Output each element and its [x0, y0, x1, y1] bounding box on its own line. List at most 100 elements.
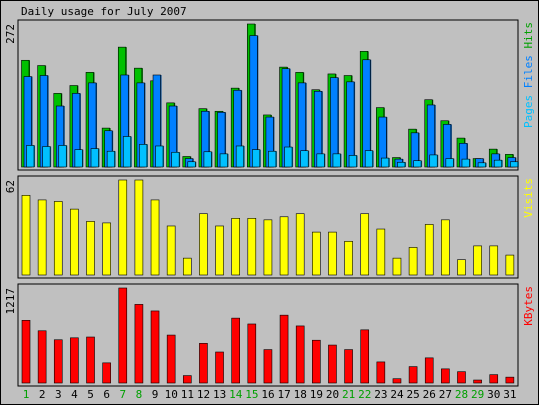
x-tick-day-10: 10	[165, 388, 178, 401]
x-tick-day-12: 12	[197, 388, 210, 401]
bar-pages-day-11	[187, 161, 196, 168]
bar-kbytes-day-31	[505, 376, 515, 384]
x-tick-day-5: 5	[87, 388, 94, 401]
x-tick-day-27: 27	[439, 388, 452, 401]
bar-visits-day-18	[295, 213, 305, 276]
x-tick-day-18: 18	[294, 388, 307, 401]
legend-part: Pages	[522, 95, 535, 128]
legend-part: /	[522, 88, 535, 95]
bar-kbytes-day-14	[231, 317, 240, 384]
bar-kbytes-day-20	[328, 344, 337, 384]
legend-part: Hits	[522, 22, 535, 49]
panel-legend-label: Visits	[522, 178, 535, 218]
bar-kbytes-day-26	[424, 357, 434, 384]
bar-kbytes-day-11	[182, 375, 192, 384]
bar-kbytes-day-9	[150, 310, 160, 384]
bar-visits-day-29	[473, 245, 482, 276]
x-tick-day-7: 7	[120, 388, 127, 401]
bar-kbytes-day-18	[295, 325, 305, 384]
bar-pages-day-19	[316, 153, 325, 168]
bar-pages-day-12	[203, 151, 212, 168]
bar-kbytes-day-25	[408, 366, 418, 384]
bar-visits-day-8	[134, 179, 144, 276]
bar-visits-day-6	[102, 222, 111, 276]
chart-title: Daily usage for July 2007	[21, 5, 187, 18]
bar-pages-day-20	[332, 153, 341, 168]
x-tick-day-11: 11	[181, 388, 194, 401]
x-tick-day-1: 1	[23, 388, 30, 401]
bar-kbytes-day-27	[441, 368, 450, 384]
bar-kbytes-day-21	[344, 349, 353, 384]
bar-kbytes-day-28	[457, 371, 466, 384]
bar-kbytes-day-3	[53, 339, 63, 384]
x-tick-day-14: 14	[229, 388, 243, 401]
x-tick-day-31: 31	[503, 388, 516, 401]
bar-kbytes-day-22	[360, 329, 370, 384]
bar-pages-day-4	[74, 149, 83, 168]
x-tick-day-20: 20	[326, 388, 339, 401]
bar-visits-day-23	[376, 228, 386, 276]
bar-pages-day-6	[106, 150, 115, 168]
x-tick-day-13: 13	[213, 388, 226, 401]
bar-pages-day-7	[122, 136, 132, 168]
bar-visits-day-20	[328, 231, 337, 276]
bar-pages-day-1	[26, 145, 35, 168]
bar-pages-day-5	[90, 148, 99, 168]
bar-visits-day-7	[118, 179, 128, 276]
bar-visits-day-10	[166, 225, 176, 276]
legend-part: /	[522, 49, 535, 56]
bar-pages-day-2	[42, 146, 51, 168]
bar-pages-day-30	[493, 159, 503, 168]
x-tick-day-16: 16	[261, 388, 274, 401]
x-tick-day-3: 3	[55, 388, 62, 401]
x-tick-day-26: 26	[423, 388, 436, 401]
x-tick-day-29: 29	[471, 388, 484, 401]
bar-kbytes-day-10	[166, 334, 176, 384]
bar-visits-day-27	[441, 219, 450, 276]
panel-max-label: 62	[4, 180, 17, 193]
bar-visits-day-21	[344, 240, 353, 276]
bar-visits-day-26	[424, 224, 434, 276]
x-tick-day-21: 21	[342, 388, 355, 401]
bar-visits-day-16	[263, 219, 273, 276]
bar-kbytes-day-5	[86, 336, 95, 384]
bar-visits-day-5	[86, 221, 95, 276]
bar-pages-day-10	[171, 151, 180, 168]
bar-kbytes-day-24	[392, 378, 402, 384]
bar-visits-day-11	[182, 257, 192, 276]
x-tick-day-30: 30	[487, 388, 500, 401]
bar-pages-day-18	[300, 150, 309, 168]
bar-pages-day-25	[413, 160, 422, 168]
x-tick-day-28: 28	[455, 388, 468, 401]
bar-visits-day-19	[312, 231, 321, 276]
bar-pages-day-22	[364, 150, 374, 168]
x-tick-day-17: 17	[278, 388, 291, 401]
x-axis-labels: 1 2 3 4 5 6 7 8 9 10 11 12 13 14 15 16 17 18 19 20 21 22 23 24 2…	[23, 388, 517, 401]
bar-pages-day-17	[284, 146, 293, 168]
x-tick-day-6: 6	[103, 388, 110, 401]
panel-max-label: 1217	[4, 288, 17, 315]
bar-visits-day-4	[70, 208, 79, 276]
x-tick-day-15: 15	[245, 388, 258, 401]
x-tick-day-23: 23	[374, 388, 387, 401]
x-tick-day-24: 24	[390, 388, 404, 401]
bar-kbytes-day-17	[279, 314, 289, 384]
bar-kbytes-day-2	[37, 330, 47, 384]
x-tick-day-25: 25	[407, 388, 420, 401]
bar-kbytes-day-13	[215, 351, 224, 384]
bar-visits-day-30	[489, 245, 499, 276]
legend-part: Files	[522, 55, 535, 88]
bar-pages-day-26	[429, 154, 438, 168]
legend-part: KBytes	[522, 286, 535, 326]
x-tick-day-22: 22	[358, 388, 371, 401]
bar-kbytes-day-6	[102, 362, 111, 384]
bar-kbytes-day-4	[70, 337, 79, 384]
bar-pages-day-23	[381, 157, 390, 168]
x-tick-day-8: 8	[136, 388, 143, 401]
bar-visits-day-13	[215, 225, 224, 276]
bar-visits-day-24	[392, 257, 402, 276]
bar-pages-day-14	[235, 145, 244, 168]
panel-legend-label: Pages/Files/Hits	[522, 22, 535, 128]
